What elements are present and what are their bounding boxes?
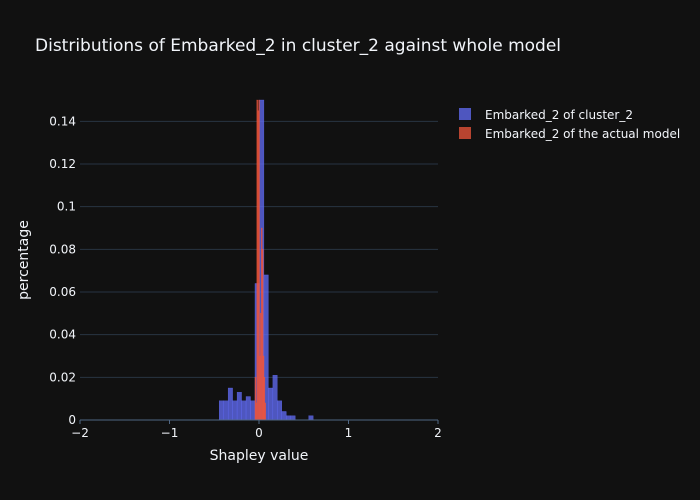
x-tick-label: 2 <box>434 426 442 440</box>
y-tick-label: 0.06 <box>49 285 76 299</box>
bar-cluster[interactable] <box>286 415 291 421</box>
bar-cluster[interactable] <box>281 411 287 421</box>
bar-cluster[interactable] <box>241 400 247 421</box>
y-tick-label: 0.04 <box>49 328 76 342</box>
x-axis-title: Shapley value <box>210 448 309 464</box>
legend[interactable]: Embarked_2 of cluster_2 Embarked_2 of th… <box>459 108 680 141</box>
y-tick-label: 0.1 <box>57 200 76 214</box>
x-tick-label: 1 <box>345 426 353 440</box>
bar-cluster[interactable] <box>232 400 238 421</box>
y-axis-title: percentage <box>16 220 32 300</box>
x-tick-label: −1 <box>161 426 179 440</box>
bars <box>219 99 314 421</box>
axes: 0 0.02 0.04 0.06 0.08 0.1 0.12 0.14 −2 −1 0 1 2 <box>49 114 442 440</box>
y-tick-label: 0.08 <box>49 242 76 256</box>
x-tick-label: −2 <box>71 426 89 440</box>
bar-actual-model[interactable] <box>264 402 266 421</box>
legend-item-cluster[interactable]: Embarked_2 of cluster_2 <box>459 108 633 122</box>
bar-cluster[interactable] <box>268 387 274 421</box>
chart-title: Distributions of Embarked_2 in cluster_2… <box>35 36 561 56</box>
legend-label-cluster: Embarked_2 of cluster_2 <box>485 108 633 122</box>
legend-swatch-actual-model <box>459 127 471 139</box>
y-tick-label: 0 <box>68 413 76 427</box>
legend-label-actual-model: Embarked_2 of the actual model <box>485 127 680 141</box>
bar-cluster[interactable] <box>250 400 256 421</box>
bar-cluster[interactable] <box>308 415 314 421</box>
legend-item-actual-model[interactable]: Embarked_2 of the actual model <box>459 127 680 141</box>
bar-cluster[interactable] <box>277 400 282 421</box>
legend-swatch-cluster <box>459 108 471 120</box>
bar-cluster[interactable] <box>227 387 233 421</box>
bar-cluster[interactable] <box>223 400 229 421</box>
bar-cluster[interactable] <box>236 392 242 421</box>
x-tick-label: 0 <box>255 426 263 440</box>
y-tick-label: 0.14 <box>49 114 76 128</box>
bar-cluster[interactable] <box>272 375 278 421</box>
y-tick-label: 0.02 <box>49 370 76 384</box>
bar-cluster[interactable] <box>219 400 224 421</box>
y-tick-label: 0.12 <box>49 157 76 171</box>
bar-cluster[interactable] <box>245 396 251 421</box>
bar-cluster[interactable] <box>290 415 296 421</box>
